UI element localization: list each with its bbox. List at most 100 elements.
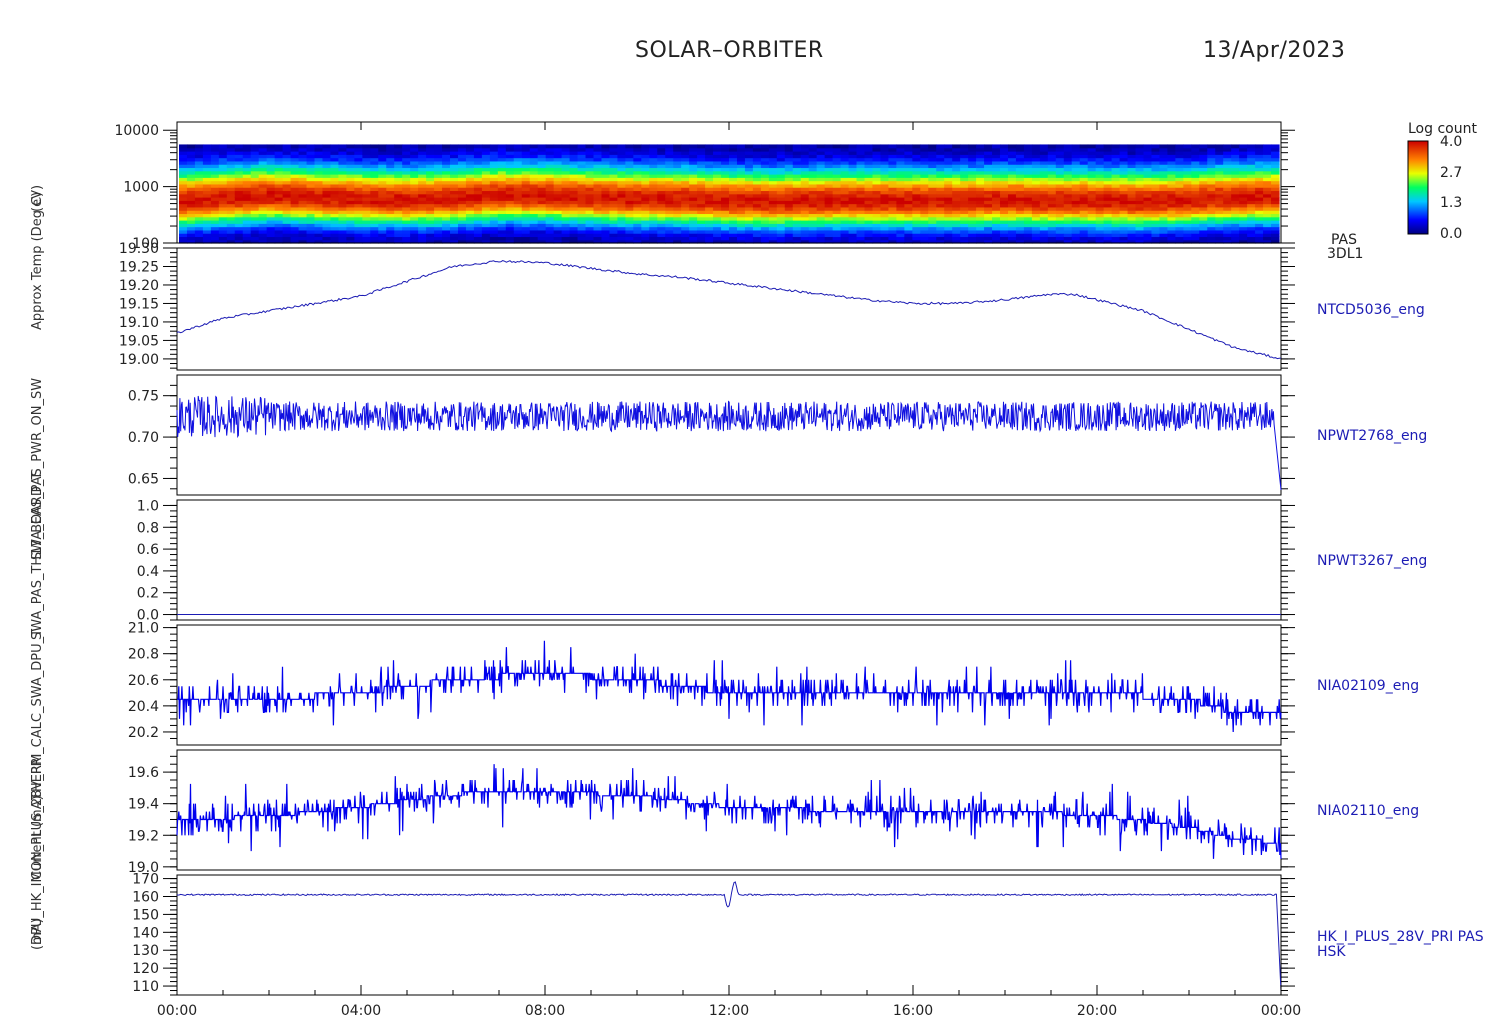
spectrogram-cell <box>497 210 507 215</box>
spectrogram-cell <box>410 216 419 221</box>
spectrogram-cell <box>585 190 595 195</box>
spectrogram-cell <box>1207 210 1216 215</box>
spectrogram-cell <box>1271 220 1280 224</box>
spectrogram-cell <box>1087 206 1097 211</box>
spectrogram-cell <box>1047 220 1057 224</box>
spectrogram-cell <box>1023 193 1033 198</box>
spectrogram-cell <box>888 170 897 175</box>
spectrogram-cell <box>290 220 300 224</box>
spectrogram-cell <box>1111 157 1121 162</box>
spectrogram-cell <box>1167 160 1176 165</box>
spectrogram-cell <box>585 147 595 152</box>
spectrogram-cell <box>394 197 403 201</box>
spectrogram-cell <box>274 236 284 241</box>
spectrogram-cell <box>362 180 371 185</box>
spectrogram-cell <box>601 220 611 224</box>
spectrogram-cell <box>752 206 762 211</box>
spectrogram-cell <box>1183 210 1192 215</box>
spectrogram-cell <box>800 177 810 182</box>
spectrogram-cell <box>1055 177 1065 182</box>
spectrogram-cell <box>808 226 818 231</box>
spectrogram-cell <box>505 174 515 178</box>
spectrogram-cell <box>210 236 220 241</box>
spectrogram-cell <box>202 206 212 211</box>
spectrogram-cell <box>186 187 196 192</box>
spectrogram-cell <box>1055 216 1065 221</box>
spectrogram-cell <box>649 226 658 231</box>
spectrogram-cell <box>1103 157 1113 162</box>
spectrogram-cell <box>481 220 491 224</box>
spectrogram-cell <box>1047 203 1057 208</box>
spectrogram-cell <box>513 180 523 185</box>
spectrogram-cell <box>816 203 826 208</box>
spectrogram-cell <box>1167 151 1176 155</box>
spectrogram-cell <box>465 216 475 221</box>
spectrogram-cell <box>1239 233 1248 238</box>
spectrogram-cell <box>545 226 555 231</box>
spectrogram-cell <box>920 233 929 238</box>
spectrogram-cell <box>912 213 921 218</box>
spectrogram-cell <box>513 233 523 238</box>
spectrogram-cell <box>1191 157 1200 162</box>
spectrogram-cell <box>824 157 834 162</box>
spectrogram-cell <box>872 213 882 218</box>
spectrogram-cell <box>1175 193 1184 198</box>
spectrogram-cell <box>641 170 650 175</box>
spectrogram-cell <box>250 177 260 182</box>
spectrogram-cell <box>306 213 316 218</box>
spectrogram-cell <box>537 170 547 175</box>
spectrogram-cell <box>1047 164 1057 169</box>
spectrogram-cell <box>984 151 993 155</box>
spectrogram-cell <box>1063 190 1073 195</box>
spectrogram-cell <box>856 170 866 175</box>
spectrogram-cell <box>665 174 674 178</box>
spectrogram-cell <box>1239 226 1248 231</box>
spectrogram-cell <box>1079 167 1089 172</box>
spectrogram-cell <box>1263 226 1272 231</box>
spectrogram-cell <box>338 213 347 218</box>
spectrogram-cell <box>529 147 539 152</box>
spectrogram-cell <box>354 220 363 224</box>
spectrogram-cell <box>744 147 754 152</box>
spectrogram-cell <box>601 151 611 155</box>
spectrogram-cell <box>593 197 603 201</box>
spectrogram-cell <box>497 239 507 244</box>
spectrogram-cell <box>1175 239 1184 244</box>
spectrogram-cell <box>370 223 379 228</box>
spectrogram-cell <box>202 203 212 208</box>
spectrogram-cell <box>378 236 387 241</box>
spectrogram-cell <box>840 223 850 228</box>
spectrogram-cell <box>1000 226 1009 231</box>
spectrogram-cell <box>800 193 810 198</box>
spectrogram-cell <box>888 154 897 159</box>
spectrogram-cell <box>553 174 563 178</box>
spectrogram-cell <box>577 167 587 172</box>
spectrogram-cell <box>1199 183 1208 188</box>
spectrogram-cell <box>1231 226 1240 231</box>
spectrogram-cell <box>179 206 188 211</box>
spectrogram-cell <box>194 233 204 238</box>
spectrogram-cell <box>641 229 650 234</box>
spectrogram-cell <box>322 203 332 208</box>
spectrogram-cell <box>904 236 913 241</box>
spectrogram-cell <box>952 147 961 152</box>
spectrogram-cell <box>370 229 379 234</box>
spectrogram-cell <box>944 183 953 188</box>
spectrogram-cell <box>705 190 714 195</box>
spectrogram-cell <box>426 190 435 195</box>
spectrogram-cell <box>792 220 802 224</box>
spectrogram-cell <box>1087 216 1097 221</box>
spectrogram-cell <box>1175 203 1184 208</box>
spectrogram-cell <box>840 210 850 215</box>
spectrogram-cell <box>1271 167 1280 172</box>
spectrogram-cell <box>776 144 786 149</box>
spectrogram-cell <box>1271 229 1280 234</box>
spectrogram-cell <box>792 144 802 149</box>
spectrogram-cell <box>1143 183 1153 188</box>
spectrogram-cell <box>713 190 722 195</box>
spectrogram-cell <box>242 160 252 165</box>
spectrogram-cell <box>521 239 531 244</box>
spectrogram-cell <box>1183 223 1192 228</box>
spectrogram-cell <box>473 174 483 178</box>
spectrogram-cell <box>1007 147 1017 152</box>
